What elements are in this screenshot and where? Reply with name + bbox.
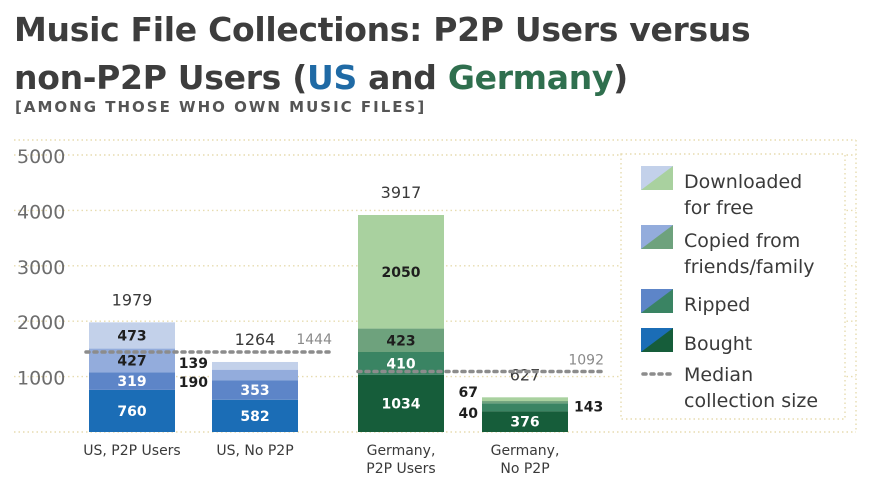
- legend-ripped-swatch-germany: [641, 289, 673, 313]
- bar-germany-p2p-users-bought: [358, 374, 444, 432]
- value-label-germany-p2p-users-ripped: 410: [386, 356, 415, 372]
- x-label-germany-no-p2p-1: No P2P: [500, 461, 549, 477]
- legend-bought-label-0: Bought: [684, 333, 752, 355]
- bar-us-p2p-users-bought: [89, 389, 175, 432]
- value-label-germany-p2p-users-downloaded: 2050: [382, 265, 421, 281]
- bar-us-p2p-users-downloaded: [89, 322, 175, 349]
- legend-downloaded-label-1: for free: [684, 197, 754, 219]
- bar-us-p2p-users-ripped: [89, 372, 175, 390]
- y-tick-label-5000: 5000: [17, 146, 65, 168]
- bar-germany-no-p2p-bought: [482, 411, 568, 432]
- x-label-germany-no-p2p-0: Germany,: [491, 443, 560, 459]
- title-line-1: Music File Collections: P2P Users versus: [14, 10, 751, 49]
- value-label-us-p2p-users-ripped: 319: [117, 374, 146, 390]
- legend-median-label-0: Median: [684, 364, 753, 386]
- x-label-us-no-p2p-0: US, No P2P: [216, 443, 293, 459]
- legend-median-label-1: collection size: [684, 390, 818, 412]
- x-label-germany-p2p-users-1: P2P Users: [366, 461, 435, 477]
- bar-germany-no-p2p-downloaded: [482, 397, 568, 402]
- total-label-us-no-p2p: 1264: [235, 330, 276, 349]
- x-label-germany-p2p-users-0: Germany,: [367, 443, 436, 459]
- chart-title: Music File Collections: P2P Users versus…: [14, 6, 874, 102]
- value-label-us-no-p2p-downloaded: 139: [179, 356, 208, 372]
- bar-germany-no-p2p-ripped: [482, 403, 568, 412]
- title-line-2-suffix: ): [613, 58, 628, 97]
- title-germany-label: Germany: [447, 58, 614, 97]
- y-tick-label-1000: 1000: [17, 368, 65, 390]
- legend-copied-from-swatch-germany: [641, 225, 673, 249]
- bar-germany-p2p-users-ripped: [358, 352, 444, 375]
- bar-us-no-p2p-copied: [212, 369, 298, 381]
- value-label-germany-no-p2p-copied: 40: [459, 406, 479, 422]
- y-tick-label-3000: 3000: [17, 257, 65, 279]
- median-label-germany: 1092: [568, 353, 604, 369]
- value-label-us-no-p2p-ripped: 353: [240, 383, 269, 399]
- value-label-us-p2p-users-copied: 427: [117, 353, 146, 369]
- bar-germany-no-p2p-copied: [482, 401, 568, 404]
- title-line-2-prefix: non-P2P Users (: [14, 58, 307, 97]
- total-label-germany-no-p2p: 627: [510, 365, 541, 384]
- legend-copied-from-label-1: friends/family: [684, 256, 815, 278]
- bar-us-no-p2p-downloaded: [212, 361, 298, 370]
- legend-copied-from-label-0: Copied from: [684, 230, 800, 252]
- legend-downloaded-label-0: Downloaded: [684, 171, 802, 193]
- bar-us-no-p2p-ripped: [212, 380, 298, 400]
- y-tick-label-2000: 2000: [17, 312, 65, 334]
- median-label-us: 1444: [296, 332, 332, 348]
- total-label-us-p2p-users: 1979: [112, 290, 153, 309]
- y-tick-label-4000: 4000: [17, 201, 65, 223]
- value-label-germany-no-p2p-ripped: 143: [574, 399, 603, 415]
- value-label-us-p2p-users-bought: 760: [117, 404, 146, 420]
- value-label-germany-no-p2p-downloaded: 67: [459, 385, 478, 401]
- legend-ripped-label-0: Ripped: [684, 294, 750, 316]
- value-label-us-no-p2p-copied: 190: [179, 375, 208, 391]
- legend-bought-swatch-germany: [641, 328, 673, 352]
- bar-us-no-p2p-bought: [212, 399, 298, 432]
- title-and: and: [356, 58, 448, 97]
- bar-germany-p2p-users-downloaded: [358, 214, 444, 329]
- value-label-germany-p2p-users-copied: 423: [386, 333, 415, 349]
- value-label-germany-no-p2p-bought: 376: [510, 415, 539, 431]
- legend-downloaded-swatch-germany: [641, 166, 673, 190]
- bar-germany-p2p-users-copied: [358, 328, 444, 353]
- total-label-germany-p2p-users: 3917: [381, 183, 422, 202]
- value-label-us-p2p-users-downloaded: 473: [117, 328, 146, 344]
- value-label-us-no-p2p-bought: 582: [240, 409, 269, 425]
- value-label-germany-p2p-users-bought: 1034: [382, 396, 421, 412]
- x-label-us-p2p-users-0: US, P2P Users: [83, 443, 180, 459]
- title-us-label: US: [306, 58, 357, 97]
- chart-subtitle: [AMONG THOSE WHO OWN MUSIC FILES]: [15, 98, 427, 116]
- bar-us-p2p-users-copied: [89, 348, 175, 373]
